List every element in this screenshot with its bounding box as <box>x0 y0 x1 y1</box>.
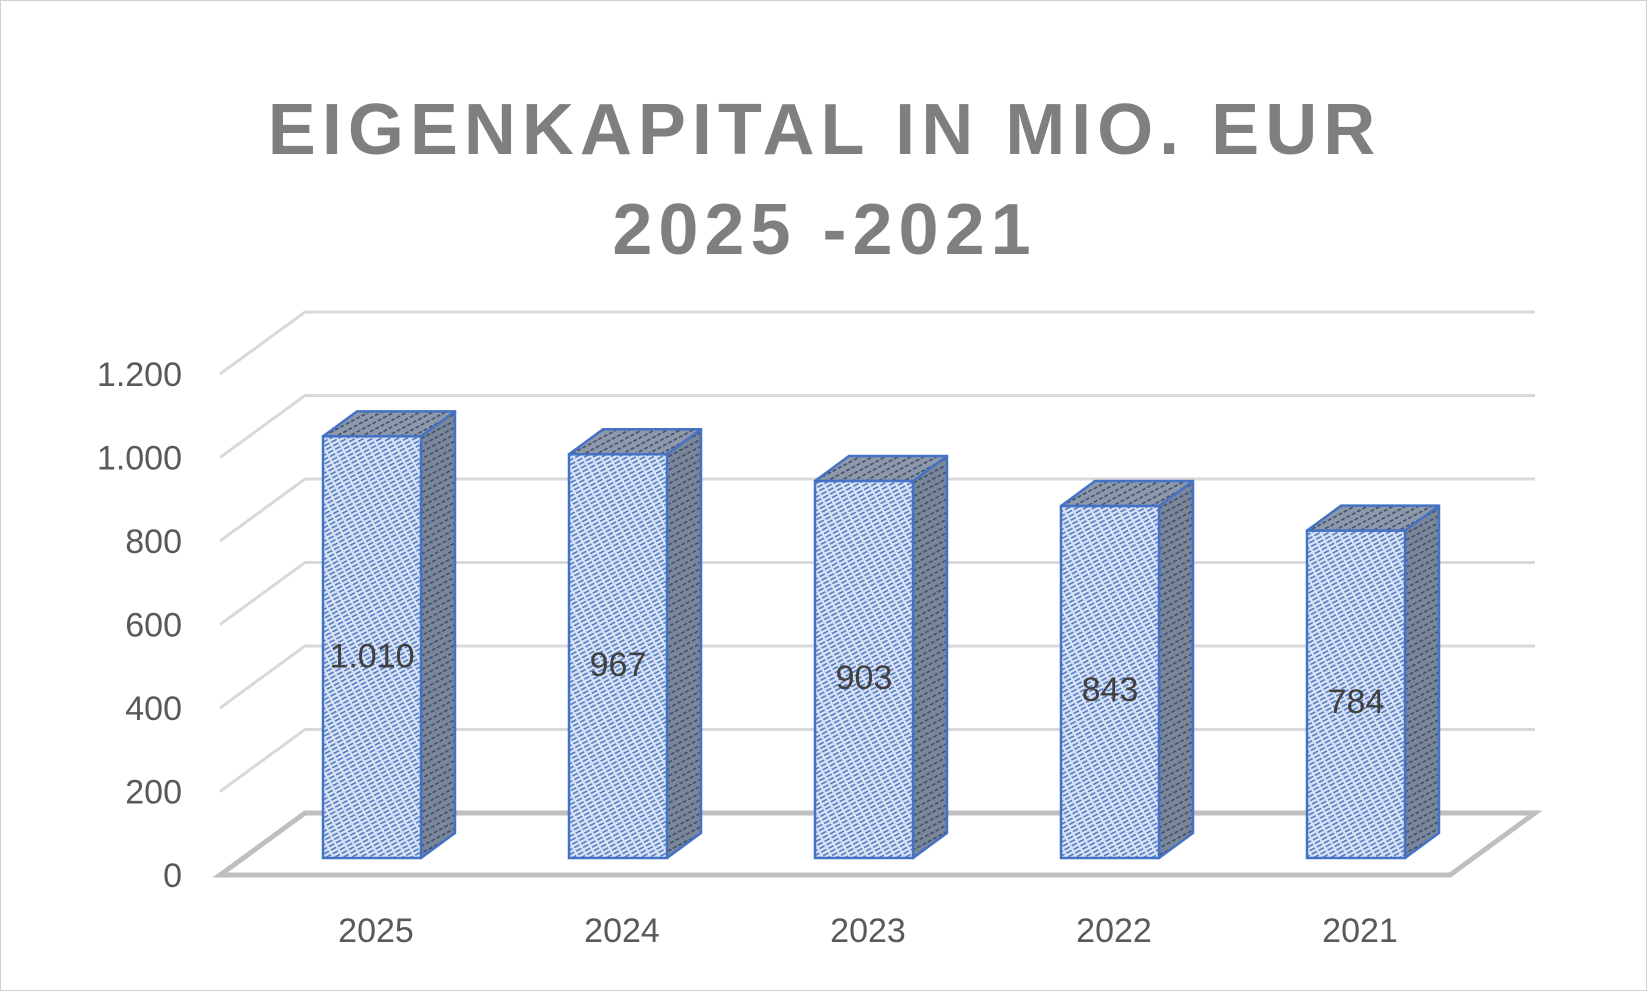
data-label: 1.010 <box>329 638 414 676</box>
bar-front <box>813 479 915 860</box>
bar-side <box>419 410 457 860</box>
bar: 843 <box>1059 479 1195 860</box>
data-label: 843 <box>1082 671 1139 709</box>
y-tick-label: 400 <box>125 690 182 728</box>
chart-title-line-1: EIGENKAPITAL IN MIO. EUR <box>267 90 1382 170</box>
y-tick-label: 1.000 <box>97 440 182 478</box>
bar-side <box>911 454 949 860</box>
chart-title-line-2: 2025 -2021 <box>612 190 1037 270</box>
chart-floor <box>212 810 1543 878</box>
y-axis-ticks: 0 200 400 600 800 1.000 1.200 <box>97 356 182 895</box>
floor-outline <box>212 810 1543 878</box>
x-tick-label: 2021 <box>1322 912 1398 950</box>
bar-front <box>1059 504 1161 860</box>
data-label: 903 <box>836 659 893 697</box>
x-tick-label: 2022 <box>1076 912 1152 950</box>
bar-front <box>567 453 669 860</box>
bar-side <box>665 428 703 860</box>
bar-side <box>1403 504 1441 860</box>
data-label: 784 <box>1328 683 1385 721</box>
gridline <box>219 394 1535 459</box>
data-label: 967 <box>590 646 647 684</box>
x-axis-ticks: 2025 2024 2023 2022 2021 <box>338 912 1398 950</box>
bar: 903 <box>813 454 949 860</box>
gridline <box>219 310 1535 376</box>
bar-front <box>1305 529 1407 860</box>
x-tick-label: 2024 <box>584 912 660 950</box>
y-tick-label: 0 <box>163 857 182 895</box>
y-tick-label: 1.200 <box>97 356 182 394</box>
bar: 1.010 <box>321 410 457 860</box>
bar-side <box>1157 479 1195 860</box>
y-tick-label: 800 <box>125 523 182 561</box>
gridline <box>219 477 1535 543</box>
y-tick-label: 600 <box>125 607 182 645</box>
bars: 1.010 967 903 843 784 <box>321 410 1441 860</box>
bar-front <box>321 435 423 860</box>
x-tick-label: 2023 <box>830 912 906 950</box>
chart-title: EIGENKAPITAL IN MIO. EUR 2025 -2021 <box>0 80 1649 280</box>
bar: 784 <box>1305 504 1441 860</box>
y-tick-label: 200 <box>125 774 182 812</box>
x-tick-label: 2025 <box>338 912 414 950</box>
bar: 967 <box>567 428 703 860</box>
